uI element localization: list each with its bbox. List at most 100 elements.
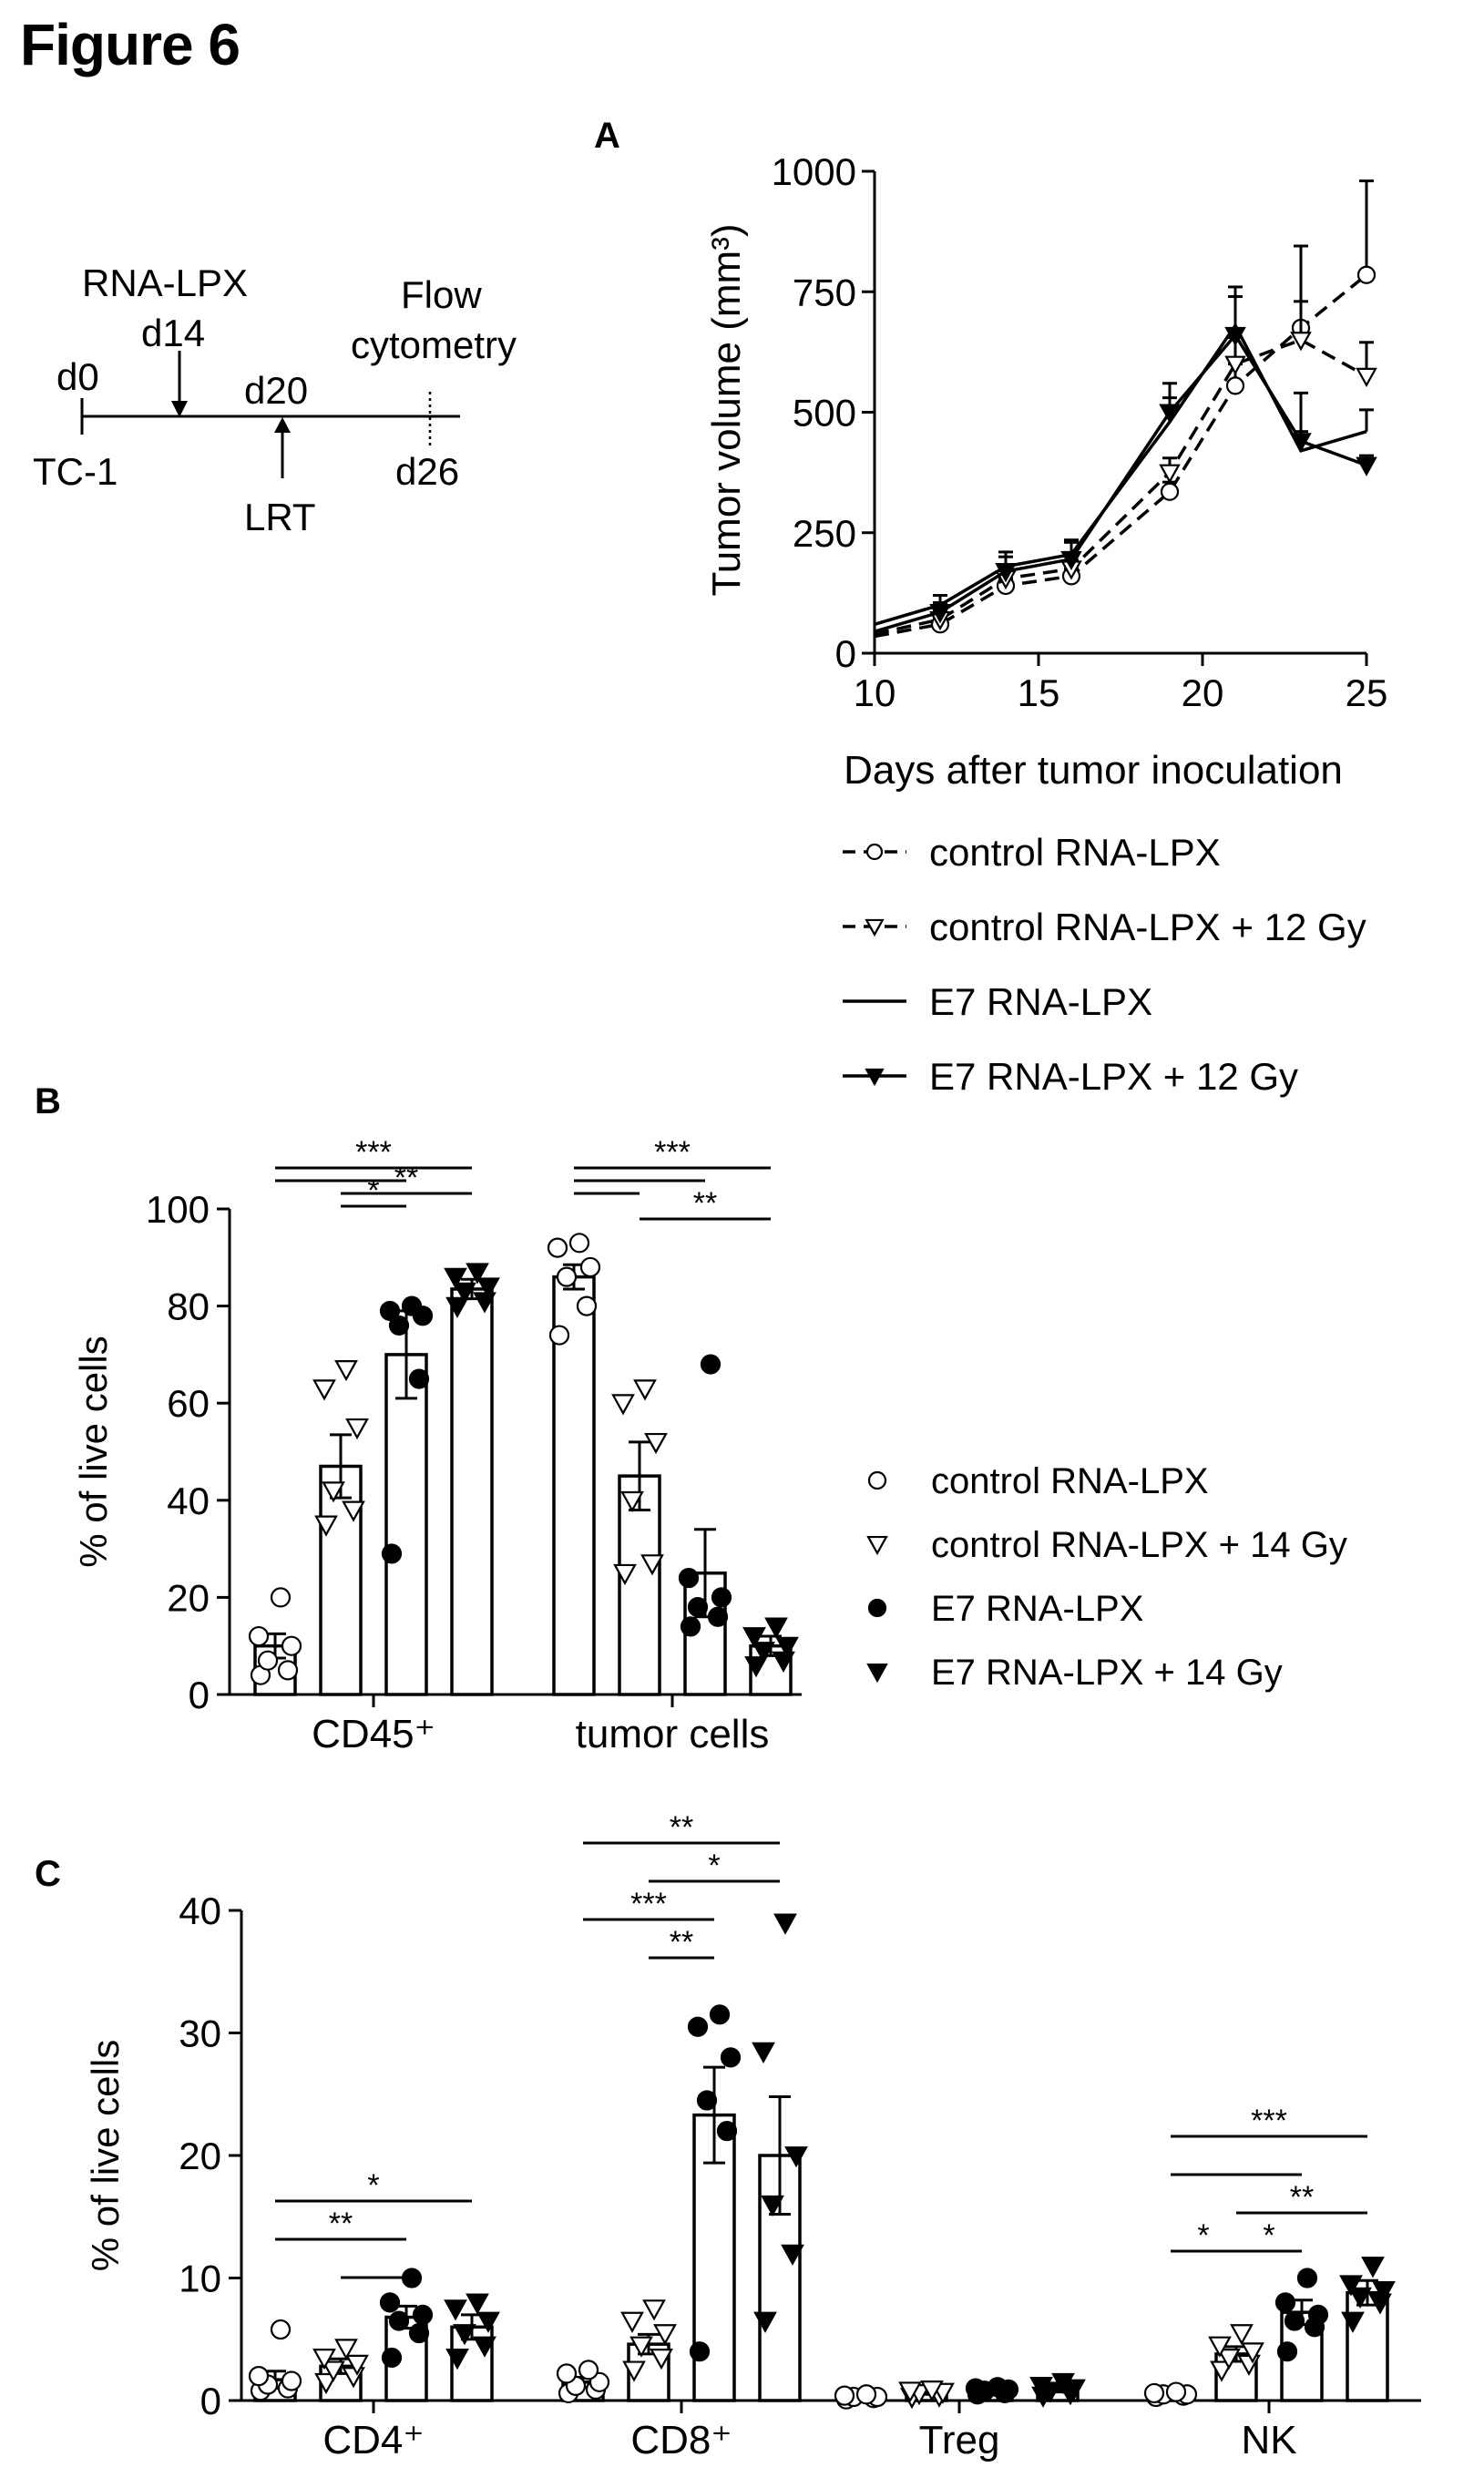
data-point — [1241, 2342, 1264, 2364]
data-point — [1159, 404, 1181, 424]
data-point — [381, 1543, 403, 1564]
data-point — [476, 1277, 500, 1299]
x-tick-label: 10 — [854, 671, 896, 714]
data-point — [1224, 355, 1246, 375]
label-flow: Flow — [401, 273, 482, 316]
data-point — [1225, 376, 1245, 395]
data-point — [716, 2121, 738, 2142]
y-tick-label: 40 — [167, 1479, 210, 1522]
label-d20: d20 — [244, 369, 308, 412]
data-point — [476, 2311, 500, 2333]
data-point — [678, 1567, 700, 1589]
category-label: CD8⁺ — [630, 2418, 732, 2462]
bar — [450, 1287, 494, 1696]
data-point — [898, 2381, 922, 2403]
category-label: NK — [1241, 2418, 1296, 2462]
data-point — [711, 1587, 732, 1608]
data-point — [620, 1490, 644, 1513]
label-d0: d0 — [56, 355, 99, 398]
y-tick-label: 40 — [179, 1889, 221, 1932]
data-point — [1210, 2360, 1233, 2382]
legend-label: E7 RNA-LPX — [929, 980, 1152, 1023]
data-point — [752, 2042, 775, 2063]
significance-label: *** — [630, 1887, 667, 1921]
data-point — [650, 2349, 673, 2370]
data-point — [270, 1587, 292, 1608]
data-point — [1296, 2268, 1318, 2288]
significance-label: ** — [329, 2206, 353, 2241]
bar — [319, 1464, 363, 1696]
data-point — [1230, 2324, 1254, 2346]
bar — [384, 1353, 428, 1696]
data-point — [753, 2311, 777, 2333]
y-tick-label: 20 — [167, 1576, 210, 1619]
data-point — [281, 2370, 302, 2391]
data-point — [312, 1379, 336, 1401]
legend-label: E7 RNA-LPX — [931, 1589, 1143, 1629]
data-point — [334, 2339, 358, 2360]
y-tick-label: 100 — [146, 1188, 210, 1231]
significance-label: * — [1197, 2218, 1209, 2253]
data-point — [1372, 2281, 1396, 2303]
data-point — [629, 2336, 653, 2358]
data-point — [1284, 2310, 1305, 2331]
data-point — [707, 1606, 729, 1627]
data-point — [1290, 433, 1312, 453]
data-point — [342, 1500, 365, 1522]
panel-label-c: C — [35, 1854, 61, 1894]
x-axis-label: Days after tumor inoculation — [844, 748, 1343, 793]
data-point — [1348, 2287, 1372, 2309]
data-point — [633, 1379, 657, 1401]
data-point — [1339, 2275, 1363, 2297]
series-line — [874, 338, 1367, 636]
data-point — [781, 2244, 804, 2266]
lpx-arrowhead — [171, 401, 188, 417]
y-tick-label: 30 — [179, 2012, 221, 2055]
data-point — [444, 2299, 467, 2321]
category-label: CD45⁺ — [312, 1712, 435, 1756]
data-point — [466, 2293, 489, 2315]
data-point — [401, 1295, 423, 1316]
data-point — [379, 2292, 401, 2313]
significance-label: * — [367, 1173, 379, 1208]
legend-label: control RNA-LPX + 12 Gy — [929, 906, 1366, 948]
legend-marker — [867, 1470, 887, 1490]
data-point — [379, 1300, 401, 1322]
x-tick-label: 25 — [1346, 671, 1388, 714]
significance-label: ** — [1290, 2180, 1314, 2215]
y-tick-label: 0 — [835, 632, 856, 675]
series-line — [874, 322, 1367, 626]
lrt-arrowhead — [274, 417, 291, 433]
data-point — [644, 1432, 668, 1455]
data-point — [653, 2324, 677, 2346]
data-point — [388, 1315, 410, 1336]
data-point — [775, 1636, 799, 1658]
data-point — [257, 1650, 279, 1671]
label-d26: d26 — [395, 450, 459, 493]
y-tick-label: 60 — [167, 1382, 210, 1425]
data-point — [408, 1368, 430, 1389]
y-axis-label: Tumor volume (mm³) — [704, 223, 749, 596]
data-point — [855, 2384, 877, 2405]
data-point — [388, 2310, 410, 2331]
data-point — [334, 1359, 358, 1382]
data-point — [761, 2195, 784, 2217]
data-point — [466, 1263, 489, 1285]
panel-label-b: B — [35, 1081, 61, 1121]
data-point — [1143, 2382, 1165, 2404]
data-point — [277, 1660, 299, 1681]
data-point — [1276, 2341, 1298, 2362]
data-point — [1208, 2336, 1232, 2358]
data-point — [473, 1292, 496, 1314]
data-point — [547, 1237, 568, 1258]
data-point — [556, 2363, 578, 2384]
data-point — [1290, 332, 1312, 352]
data-point — [248, 2366, 270, 2387]
significance-label: ** — [693, 1186, 717, 1221]
series-line — [874, 273, 1368, 639]
y-tick-label: 750 — [793, 271, 856, 313]
data-point — [687, 1596, 709, 1618]
legend-label: control RNA-LPX — [929, 831, 1221, 874]
category-label: CD4⁺ — [322, 2418, 424, 2462]
